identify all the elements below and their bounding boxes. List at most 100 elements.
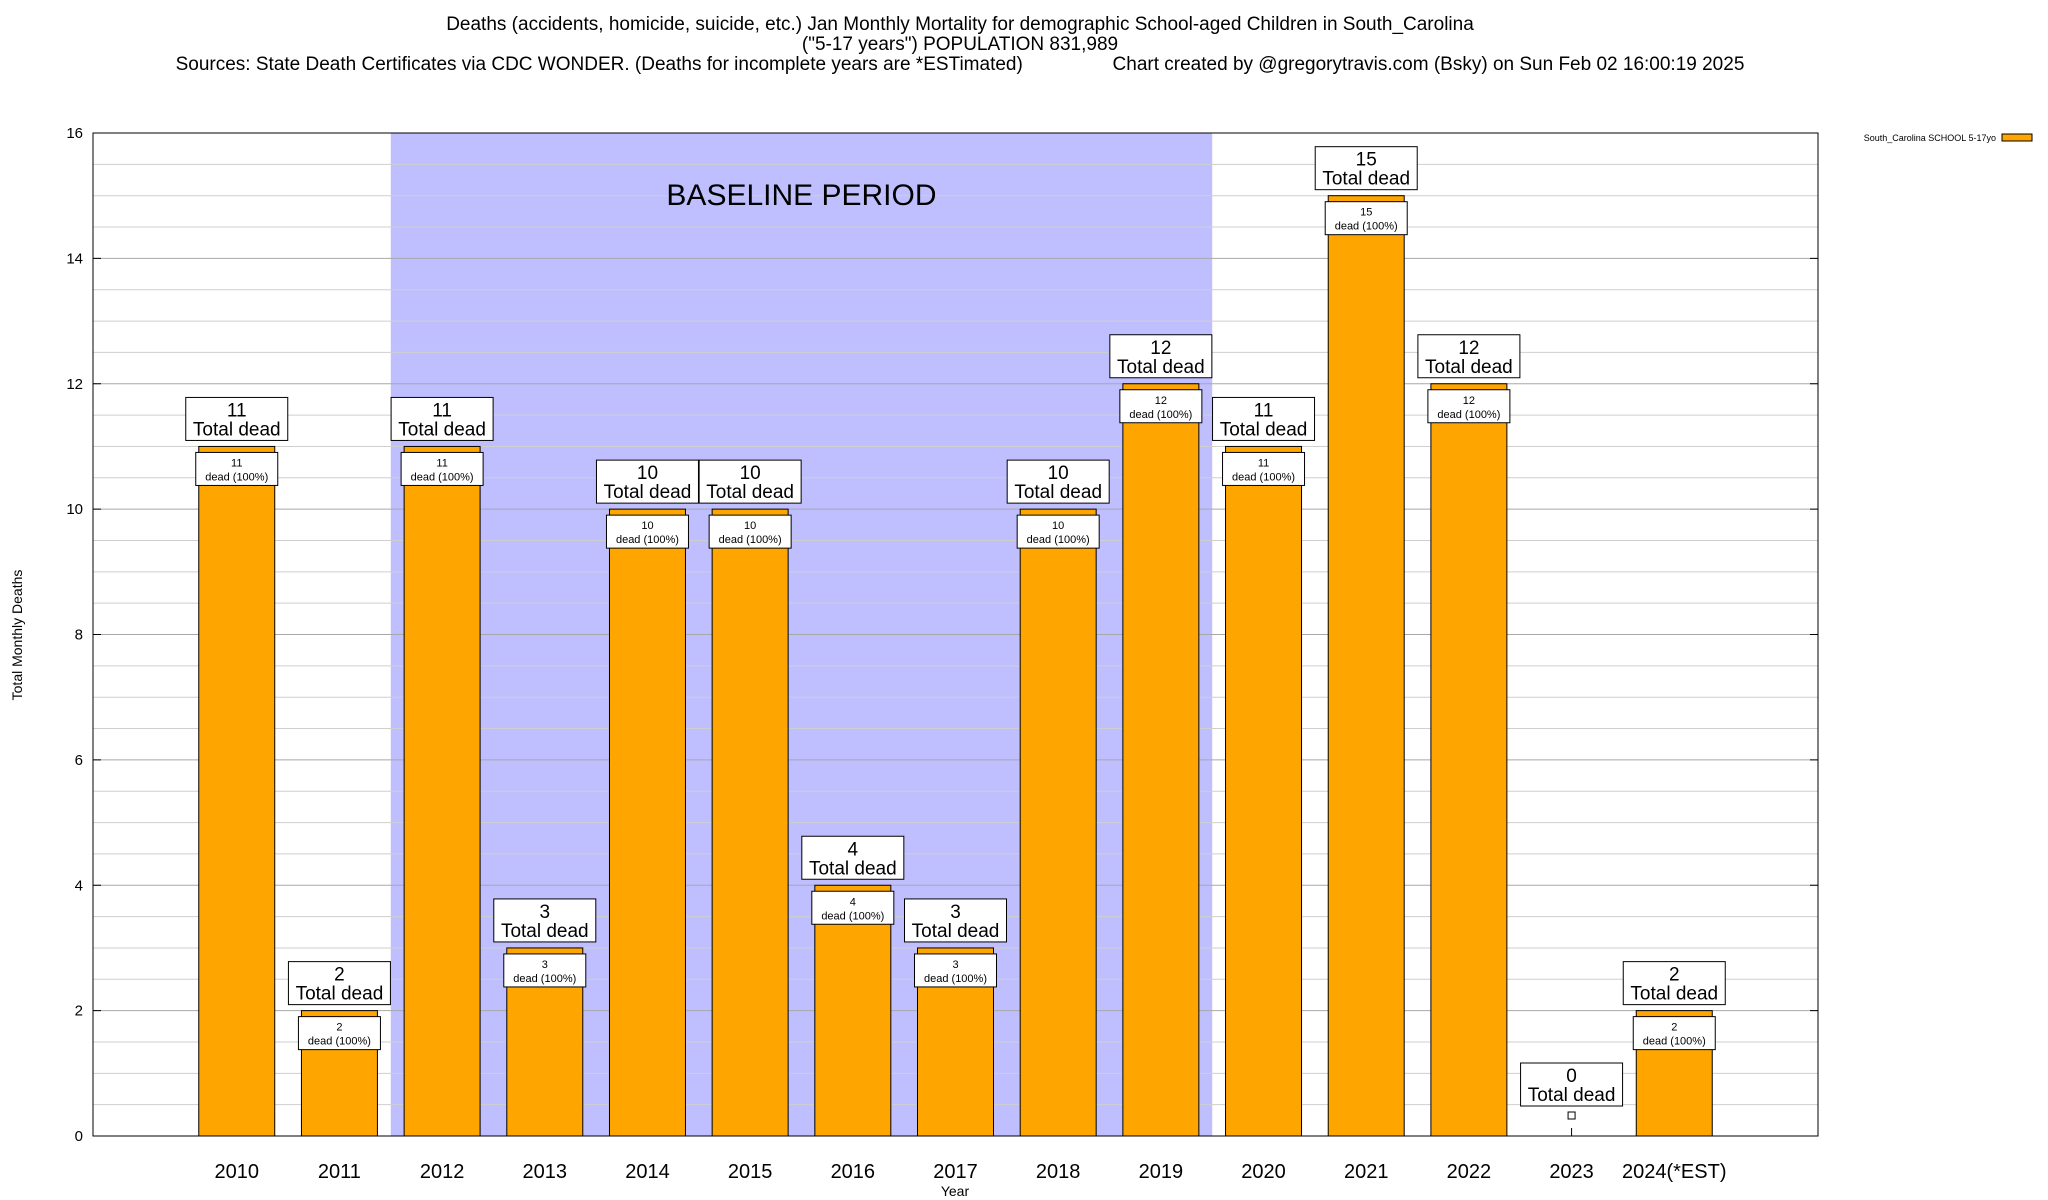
- total-label-text: Total dead: [1117, 357, 1205, 378]
- bar-inner-pct: dead (100%): [308, 1036, 371, 1048]
- total-label-text: Total dead: [1528, 1085, 1616, 1106]
- total-label-text: Total dead: [1425, 357, 1513, 378]
- total-label-value: 4: [848, 839, 859, 860]
- x-axis: 2010 2011 2012 2013 2014 2015 2016 2017 2018 2019…: [215, 1128, 1727, 1183]
- total-label-text: Total dead: [296, 984, 384, 1005]
- bar-inner-pct: dead (100%): [924, 973, 987, 985]
- total-label-value: 2: [1669, 965, 1680, 986]
- bar-inner-value: 15: [1360, 207, 1372, 219]
- x-axis-label: Year: [941, 1183, 970, 1199]
- total-label-box: [493, 898, 597, 943]
- x-tick-label: 2020: [1241, 1161, 1286, 1183]
- total-label-box: [1109, 334, 1213, 379]
- y-tick-label: 12: [66, 376, 83, 393]
- x-tick-label: 2023: [1549, 1161, 1594, 1183]
- x-tick-label: 2014: [625, 1161, 670, 1183]
- bar: [198, 445, 276, 1137]
- total-label-value: 15: [1356, 150, 1377, 171]
- y-axis: 0 2 4 6 8 10 12 14 16: [66, 125, 1818, 1145]
- x-tick-label: 2024(*EST): [1622, 1161, 1727, 1183]
- total-label-box: [390, 396, 494, 441]
- bar-inner-label-box: [1632, 1016, 1716, 1051]
- bar: [1430, 383, 1508, 1137]
- bar-inner-value: 12: [1155, 395, 1167, 407]
- legend-entry-label: South_Carolina SCHOOL 5-17yo: [1864, 133, 1996, 143]
- x-tick-label: 2019: [1139, 1161, 1184, 1183]
- bar-inner-pct: dead (100%): [205, 471, 268, 483]
- total-label-box: [185, 396, 289, 441]
- total-label-box: [1006, 459, 1110, 504]
- bar-inner-pct: dead (100%): [821, 910, 884, 922]
- bar-inner-label-box: [605, 514, 689, 549]
- bar-inner-pct: dead (100%): [513, 973, 576, 985]
- bar-inner-label-box: [1222, 451, 1306, 486]
- bar-inner-value: 3: [542, 959, 548, 971]
- total-label-text: Total dead: [604, 482, 692, 503]
- bar: [1327, 195, 1405, 1137]
- total-label-text: Total dead: [912, 921, 1000, 942]
- total-label-box: [904, 898, 1007, 943]
- total-label-value: 12: [1150, 338, 1171, 359]
- bar-inner-value: 10: [744, 520, 756, 532]
- x-tick-label: 2017: [933, 1161, 978, 1183]
- total-label-box: [287, 961, 391, 1006]
- total-label-value: 11: [1254, 400, 1274, 421]
- bar-inner-pct: dead (100%): [1232, 471, 1295, 483]
- total-label-text: Total dead: [809, 858, 897, 879]
- total-label-box: [595, 459, 699, 504]
- total-label-text: Total dead: [1630, 984, 1718, 1005]
- y-tick-label: 8: [75, 627, 83, 644]
- total-label-box: [698, 459, 802, 504]
- y-tick-label: 16: [66, 125, 83, 142]
- legend: South_Carolina SCHOOL 5-17yo: [1864, 133, 2033, 143]
- baseline-period-label: BASELINE PERIOD: [666, 179, 936, 212]
- bar-inner-pct: dead (100%): [411, 471, 474, 483]
- total-label-value: 10: [740, 463, 761, 484]
- bar-inner-label-box: [1016, 514, 1100, 549]
- total-label-value: 12: [1458, 338, 1479, 359]
- bar-inner-label-box: [914, 953, 997, 988]
- total-label-box: [1520, 1062, 1624, 1107]
- bar-inner-value: 10: [1052, 520, 1064, 532]
- total-label-value: 11: [432, 400, 452, 421]
- total-label-value: 3: [539, 902, 550, 923]
- bar-inner-value: 11: [436, 457, 447, 469]
- bar-inner-label-box: [297, 1016, 381, 1051]
- total-label-box: [1314, 146, 1418, 191]
- chart-title: Deaths (accidents, homicide, suicide, et…: [446, 14, 1474, 35]
- bar-inner-value: 12: [1463, 395, 1475, 407]
- total-label-box: [1622, 961, 1726, 1006]
- total-label-text: Total dead: [193, 419, 281, 440]
- bar-inner-label-box: [708, 514, 792, 549]
- bar-inner-value: 2: [336, 1022, 342, 1034]
- bar: [1122, 383, 1200, 1137]
- total-label-box: [1417, 334, 1521, 379]
- bar-inner-label-box: [1119, 389, 1203, 424]
- total-label-text: Total dead: [706, 482, 794, 503]
- chart-subtitle: ("5-17 years") POPULATION 831,989: [801, 34, 1119, 55]
- total-label-value: 11: [227, 400, 247, 421]
- bar-inner-label-box: [195, 451, 279, 486]
- total-label-box: [801, 835, 905, 880]
- bar-inner-value: 4: [850, 896, 856, 908]
- x-tick-label: 2013: [523, 1161, 568, 1183]
- bar-inner-pct: dead (100%): [1129, 409, 1192, 421]
- bar-inner-label-box: [811, 890, 895, 925]
- bar-inner-pct: dead (100%): [616, 534, 679, 546]
- bar-inner-label-box: [503, 953, 587, 988]
- x-tick-label: 2012: [420, 1161, 465, 1183]
- bar: [403, 445, 481, 1137]
- total-label-box: [1212, 396, 1316, 441]
- x-tick-label: 2015: [728, 1161, 773, 1183]
- y-axis-label: Total Monthly Deaths: [9, 570, 25, 701]
- bar-inner-label-box: [400, 451, 484, 486]
- y-tick-label: 2: [75, 1003, 83, 1020]
- bar-inner-label-box: [1324, 201, 1408, 236]
- chart-sources-credit: Sources: State Death Certificates via CD…: [175, 54, 1745, 75]
- x-tick-label: 2022: [1447, 1161, 1492, 1183]
- total-label-text: Total dead: [1014, 482, 1102, 503]
- bar-inner-pct: dead (100%): [1335, 221, 1398, 233]
- zero-marker: [1567, 1111, 1576, 1120]
